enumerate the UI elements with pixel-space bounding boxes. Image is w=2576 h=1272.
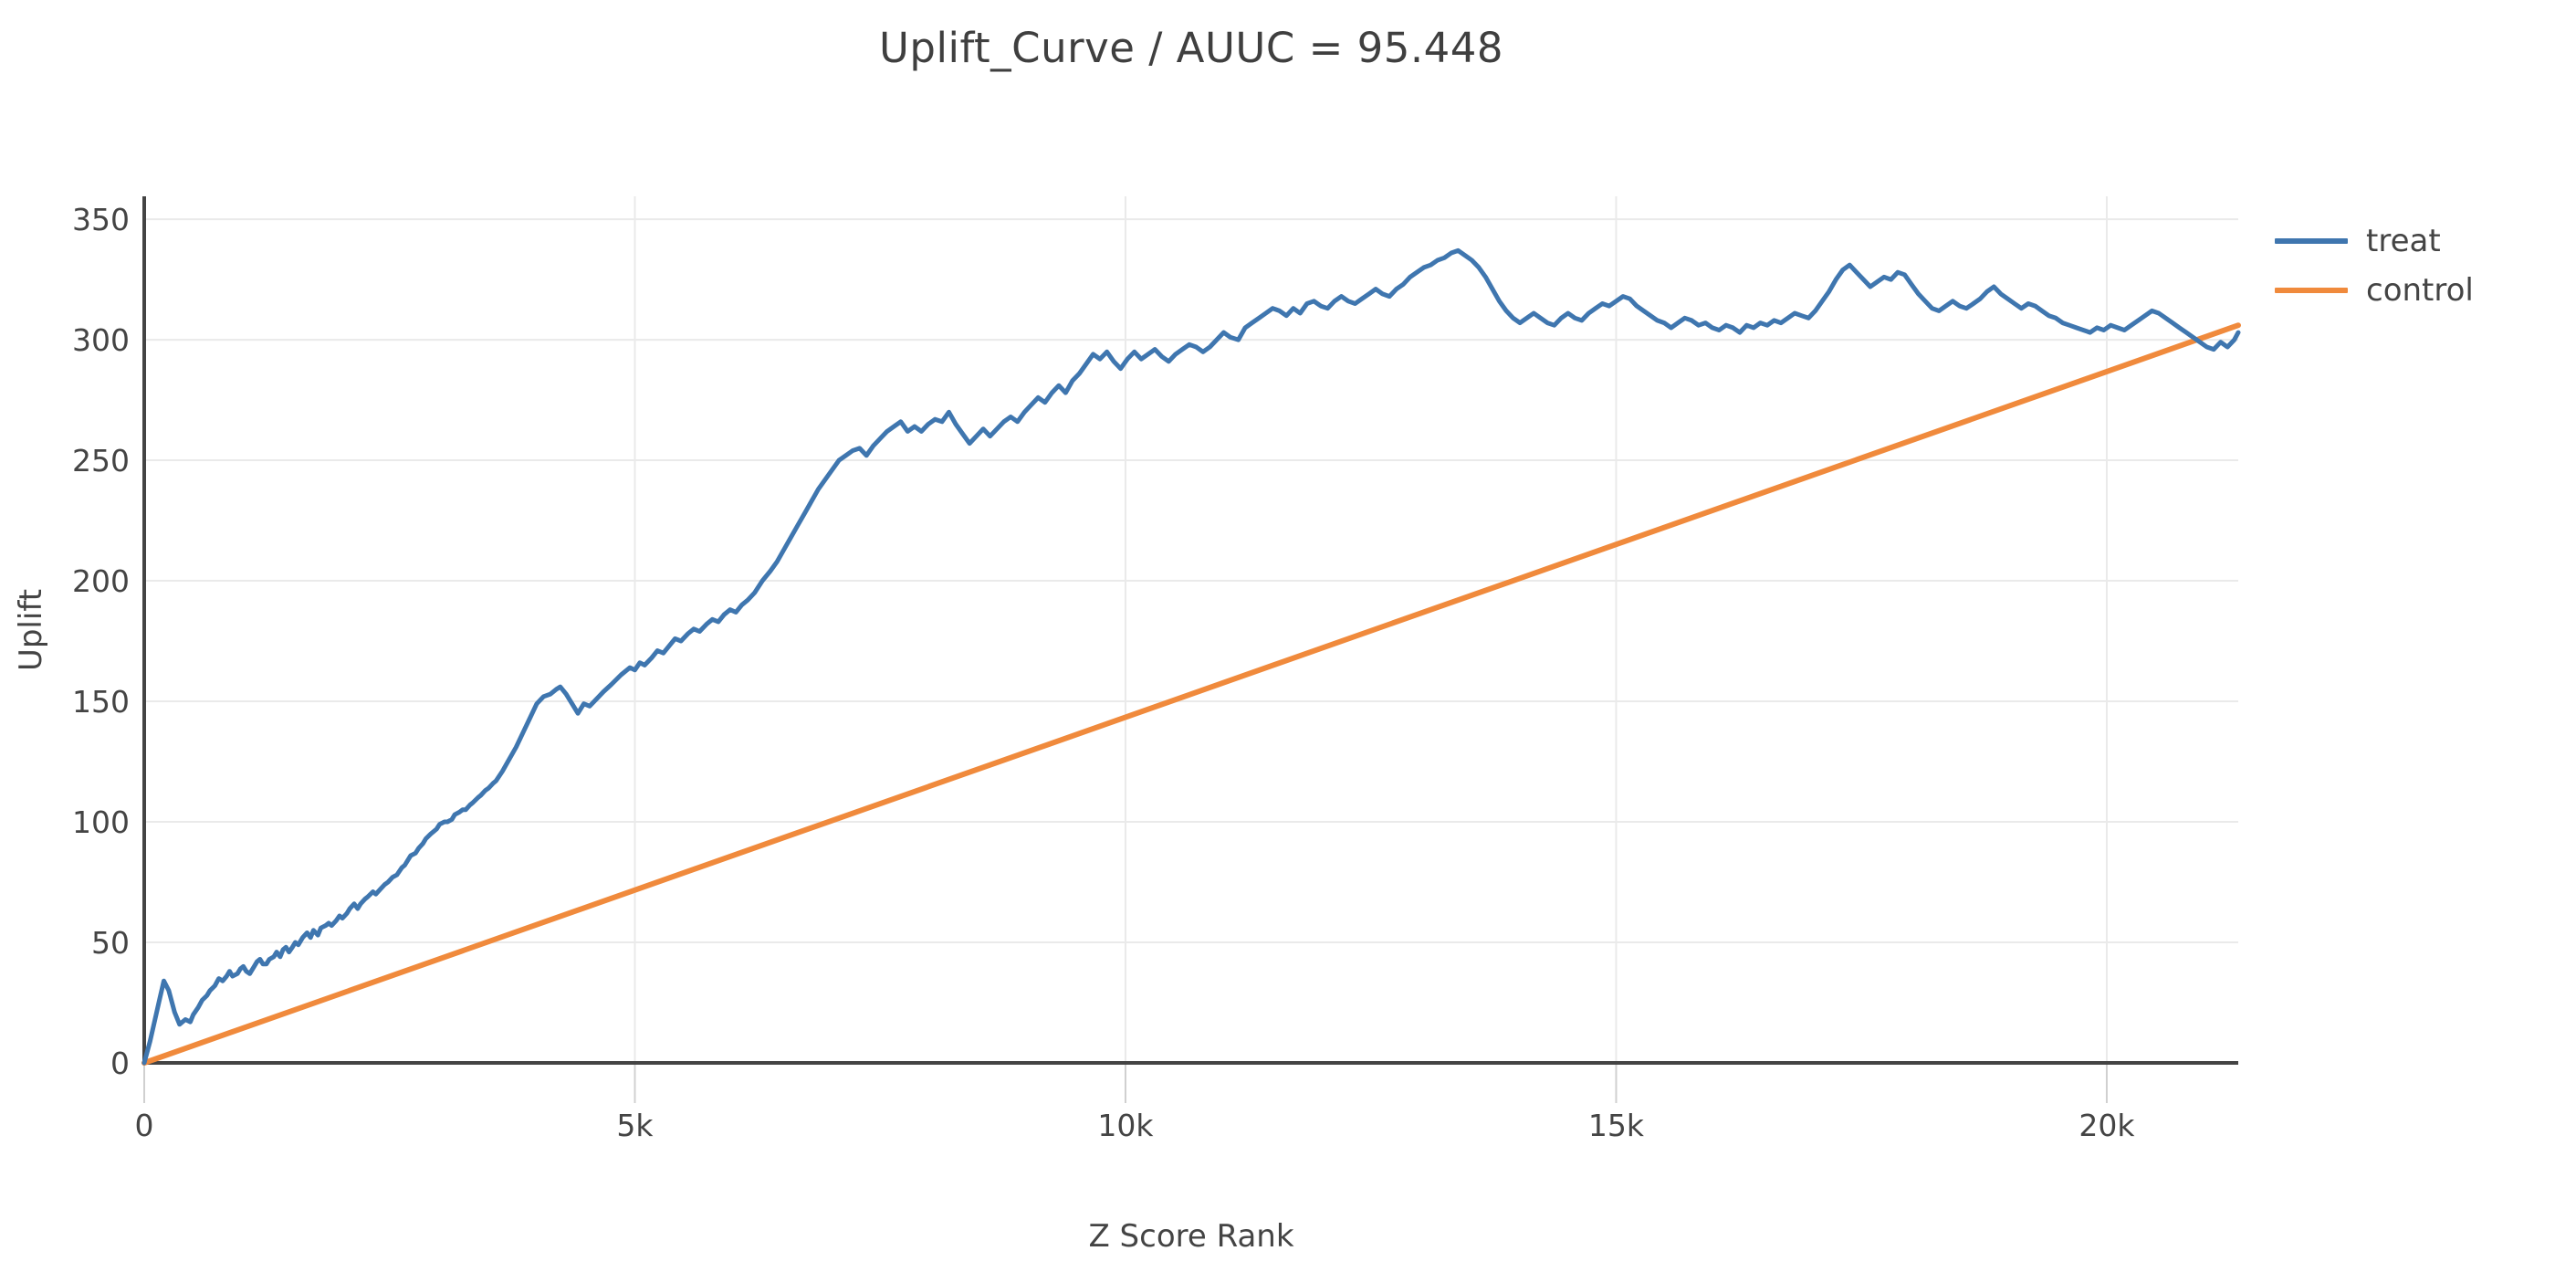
y-tick-label: 150	[72, 684, 130, 720]
control-line	[141, 322, 2241, 1066]
x-tick-label: 15k	[1588, 1108, 1645, 1143]
control-line-swatch	[2275, 288, 2348, 293]
x-axis-title: Z Score Rank	[1088, 1218, 1294, 1255]
legend: treat control	[2275, 223, 2474, 321]
y-tick-label: 350	[72, 202, 130, 237]
legend-item-control[interactable]: control	[2275, 272, 2474, 309]
legend-label-treat: treat	[2366, 223, 2441, 259]
treat-line-swatch	[2275, 238, 2348, 244]
x-tick-label: 0	[135, 1108, 154, 1143]
treat-line	[141, 247, 2241, 1066]
chart-title: Uplift_Curve / AUUC = 95.448	[878, 24, 1504, 72]
y-tick-label: 50	[91, 925, 130, 961]
x-tick-label: 20k	[2079, 1108, 2135, 1143]
y-axis-title: Uplift	[13, 588, 49, 672]
y-tick-label: 100	[72, 804, 130, 840]
legend-item-treat[interactable]: treat	[2275, 223, 2474, 259]
y-tick-label: 200	[72, 563, 130, 599]
y-tick-label: 300	[72, 322, 130, 358]
plot-area[interactable]	[144, 196, 2238, 1063]
y-tick-label: 0	[110, 1046, 130, 1081]
x-tick-label: 5k	[616, 1108, 654, 1143]
x-tick-label: 10k	[1097, 1108, 1154, 1143]
legend-label-control: control	[2366, 272, 2474, 309]
y-tick-label: 250	[72, 443, 130, 478]
